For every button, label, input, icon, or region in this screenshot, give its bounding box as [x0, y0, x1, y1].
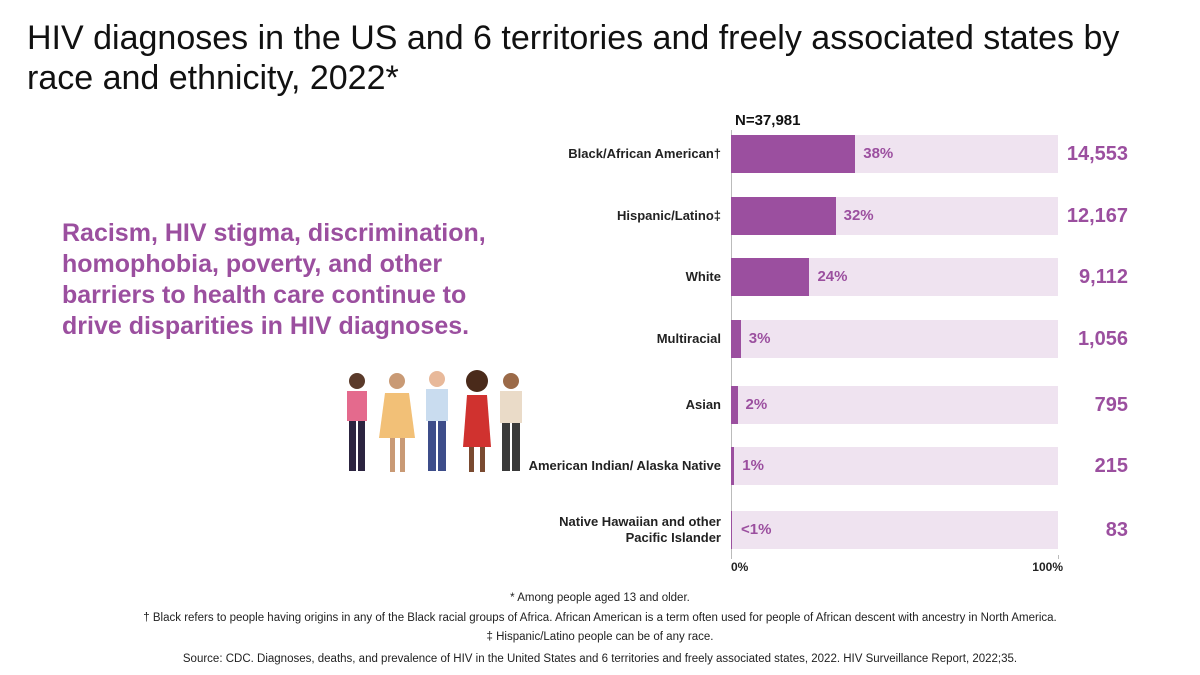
category-label: Black/African American†	[568, 146, 721, 161]
value-label: 3%	[748, 330, 771, 347]
value-label: 32%	[843, 207, 874, 224]
footnote: † Black refers to people having origins …	[143, 612, 1057, 624]
x-tick-label: 0%	[731, 560, 749, 574]
value-label: 1%	[742, 457, 764, 474]
person	[463, 370, 491, 472]
person	[500, 373, 522, 471]
people-illustration	[347, 370, 522, 472]
bar	[731, 511, 732, 549]
x-tick-label: 100%	[1032, 560, 1063, 574]
value-label: <1%	[741, 521, 772, 538]
count-label: 12,167	[1066, 205, 1128, 227]
message: Racism, HIV stigma, discrimination, homo…	[62, 219, 486, 340]
category-label: Hispanic/Latino‡	[616, 208, 721, 223]
bar-track	[731, 320, 1058, 358]
value-label: 2%	[745, 396, 768, 413]
category-label: Asian	[685, 397, 721, 412]
category-label: White	[685, 269, 721, 284]
bar	[731, 320, 741, 358]
source: Source: CDC. Diagnoses, deaths, and prev…	[182, 653, 1018, 665]
bar-track	[731, 386, 1058, 424]
count-label: 215	[1094, 455, 1128, 477]
count-label: 795	[1094, 394, 1128, 416]
person	[426, 371, 448, 471]
footnote: * Among people aged 13 and older.	[510, 592, 690, 604]
category-label: Native Hawaiian and other Pacific Island…	[559, 514, 721, 545]
bar-track	[731, 511, 1058, 549]
count-label: 1,056	[1077, 328, 1128, 350]
bar	[731, 135, 856, 173]
bar	[731, 258, 810, 296]
footnote: ‡ Hispanic/Latino people can be of any r…	[486, 631, 714, 643]
bar	[731, 197, 836, 235]
value-label: 38%	[863, 145, 894, 162]
bar	[731, 447, 735, 485]
count-label: 14,553	[1066, 143, 1128, 165]
x-tick	[731, 555, 732, 559]
bar-track	[731, 447, 1058, 485]
x-tick	[1058, 555, 1059, 559]
count-label: 9,112	[1079, 266, 1128, 288]
value-label: 24%	[817, 268, 848, 285]
total-note: N=37,981	[735, 112, 801, 129]
person	[379, 373, 415, 472]
bar	[731, 386, 738, 424]
category-label: American Indian/ Alaska Native	[528, 458, 721, 473]
person	[347, 373, 367, 471]
category-label: Multiracial	[656, 331, 721, 346]
count-label: 83	[1105, 519, 1128, 541]
chart-title: HIV diagnoses in the US and 6 territorie…	[27, 19, 1120, 97]
